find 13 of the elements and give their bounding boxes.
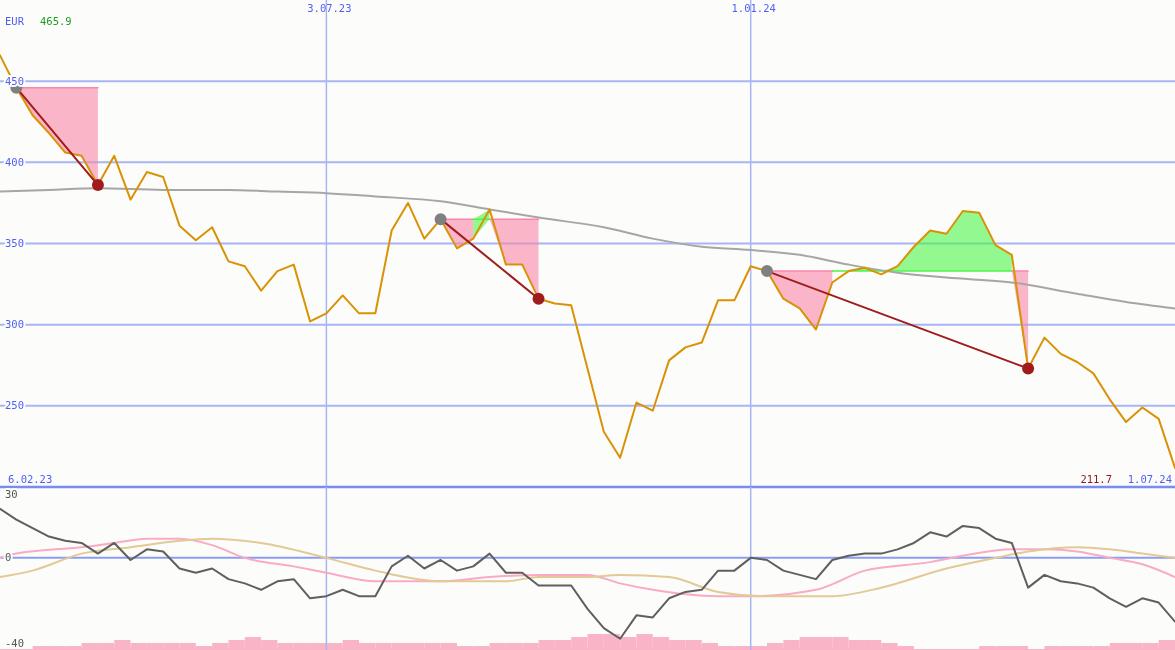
annotation: 6.02.23 xyxy=(8,473,53,485)
y-axis-title: EUR xyxy=(5,15,25,27)
y-tick-label: 400 xyxy=(5,155,24,168)
y-tick-label: 350 xyxy=(5,237,24,249)
y-tick-label: 250 xyxy=(5,399,24,412)
y-tick-label: 30 xyxy=(5,487,18,500)
annotation: 465.9 xyxy=(40,15,72,27)
annotation: 1.07.24 xyxy=(1127,473,1172,485)
annotation: 211.7 xyxy=(1080,473,1112,485)
y-tick-label: -40 xyxy=(5,636,24,649)
x-tick-label: 1.01.24 xyxy=(731,2,776,14)
y-tick-label: 300 xyxy=(5,318,24,331)
x-tick-label: 3.07.23 xyxy=(307,2,352,14)
